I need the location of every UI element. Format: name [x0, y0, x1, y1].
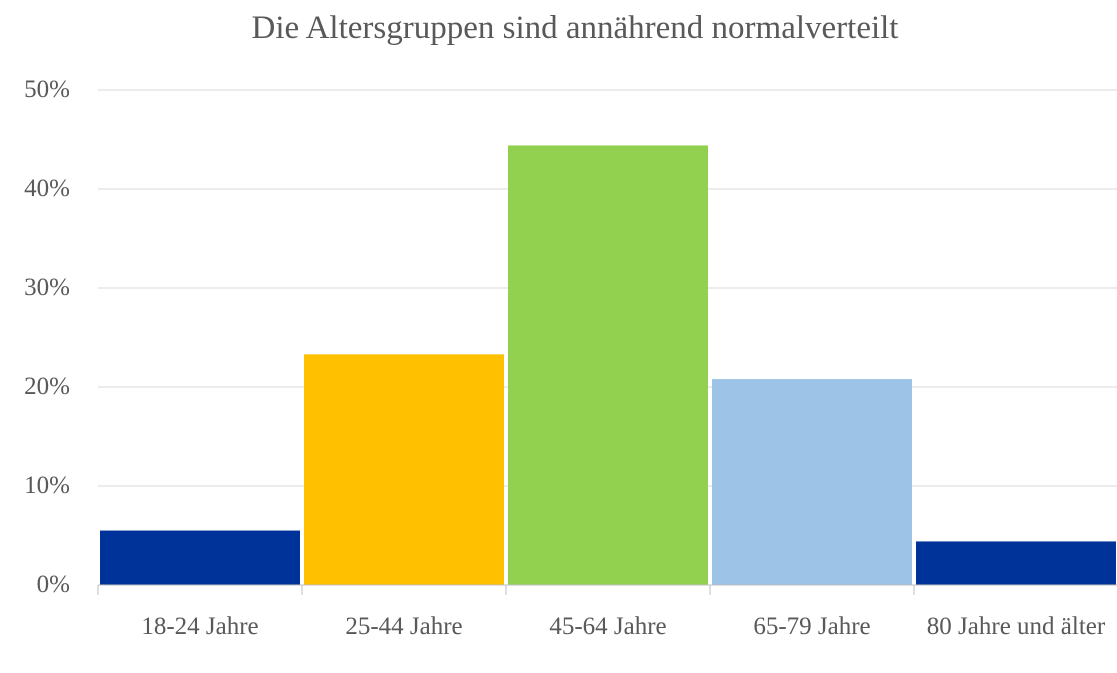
- y-tick-label: 10%: [24, 472, 70, 499]
- y-tick-label: 30%: [24, 274, 70, 301]
- bar: [304, 354, 504, 585]
- bar: [508, 145, 708, 585]
- x-tick-label: 25-44 Jahre: [345, 613, 463, 640]
- y-tick-label: 40%: [24, 175, 70, 202]
- chart-title: Die Altersgruppen sind annährend normalv…: [251, 10, 899, 46]
- y-tick-label: 20%: [24, 373, 70, 400]
- bar: [916, 541, 1116, 585]
- x-tick-label: 18-24 Jahre: [141, 613, 259, 640]
- bar: [712, 379, 912, 585]
- x-tick-label: 65-79 Jahre: [753, 613, 871, 640]
- y-tick-label: 50%: [24, 76, 70, 103]
- x-tick-label: 80 Jahre und älter: [926, 613, 1106, 640]
- y-tick-label: 0%: [36, 571, 70, 598]
- bar: [100, 530, 300, 585]
- x-tick-label: 45-64 Jahre: [549, 613, 667, 640]
